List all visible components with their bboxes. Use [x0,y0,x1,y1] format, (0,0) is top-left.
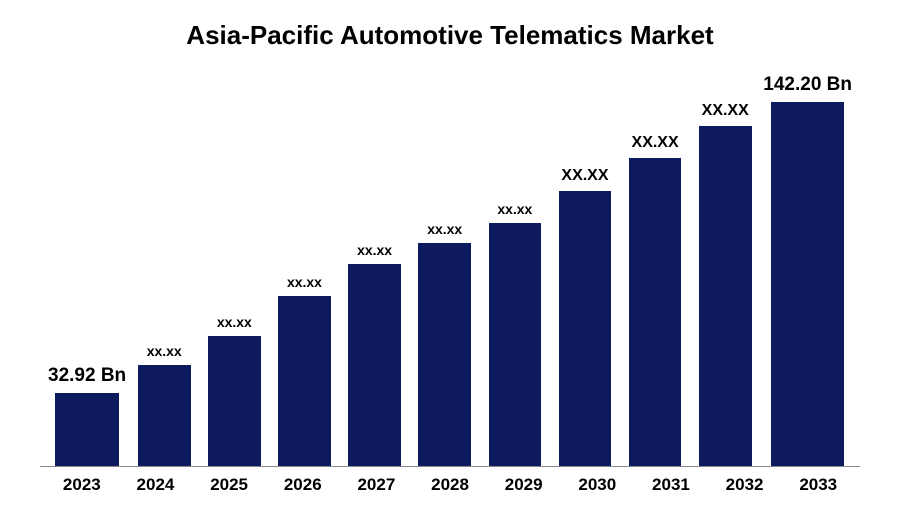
x-axis-label: 2031 [637,475,705,495]
x-axis-label: 2025 [195,475,263,495]
bar-value-label: xx.xx [217,314,252,330]
bar-value-label: XX.XX [632,134,679,152]
bar [138,365,191,466]
bar-value-label: 32.92 Bn [48,365,126,387]
bar [348,264,401,467]
bar-group: xx.xx [132,61,196,466]
chart-title: Asia-Pacific Automotive Telematics Marke… [40,20,860,51]
bar [489,223,542,466]
bar-value-label: xx.xx [357,242,392,258]
bar-value-label: xx.xx [147,343,182,359]
x-axis: 2023202420252026202720282029203020312032… [40,467,860,495]
plot-area: 32.92 Bn xx.xx xx.xx xx.xx xx.xx xx.xx xx.xx XX… [40,61,860,467]
bar-group: xx.xx [413,61,477,466]
bar-group: xx.xx [272,61,336,466]
bar [699,126,752,466]
x-axis-label: 2024 [122,475,190,495]
x-axis-label: 2033 [784,475,852,495]
bar-value-label: 142.20 Bn [763,74,852,96]
bar [55,393,119,466]
bar-value-label: XX.XX [561,167,608,185]
bar-group: xx.xx [483,61,547,466]
bar-value-label: xx.xx [427,221,462,237]
bar-group: XX.XX [553,61,617,466]
x-axis-label: 2023 [48,475,116,495]
bar [418,243,471,466]
bar-group: xx.xx [343,61,407,466]
bar [208,336,261,466]
chart-container: Asia-Pacific Automotive Telematics Marke… [0,0,900,525]
bar [559,191,612,466]
bar-group: xx.xx [202,61,266,466]
bar-group: 142.20 Bn [763,61,852,466]
bar-group: 32.92 Bn [48,61,126,466]
bar [771,102,844,467]
bar-value-label: xx.xx [497,201,532,217]
x-axis-label: 2029 [490,475,558,495]
x-axis-label: 2027 [343,475,411,495]
bar [278,296,331,466]
bar-group: XX.XX [623,61,687,466]
x-axis-label: 2028 [416,475,484,495]
bar-value-label: xx.xx [287,274,322,290]
bar-value-label: XX.XX [702,102,749,120]
bar [629,158,682,466]
x-axis-label: 2026 [269,475,337,495]
bar-group: XX.XX [693,61,757,466]
x-axis-label: 2032 [711,475,779,495]
x-axis-label: 2030 [563,475,631,495]
